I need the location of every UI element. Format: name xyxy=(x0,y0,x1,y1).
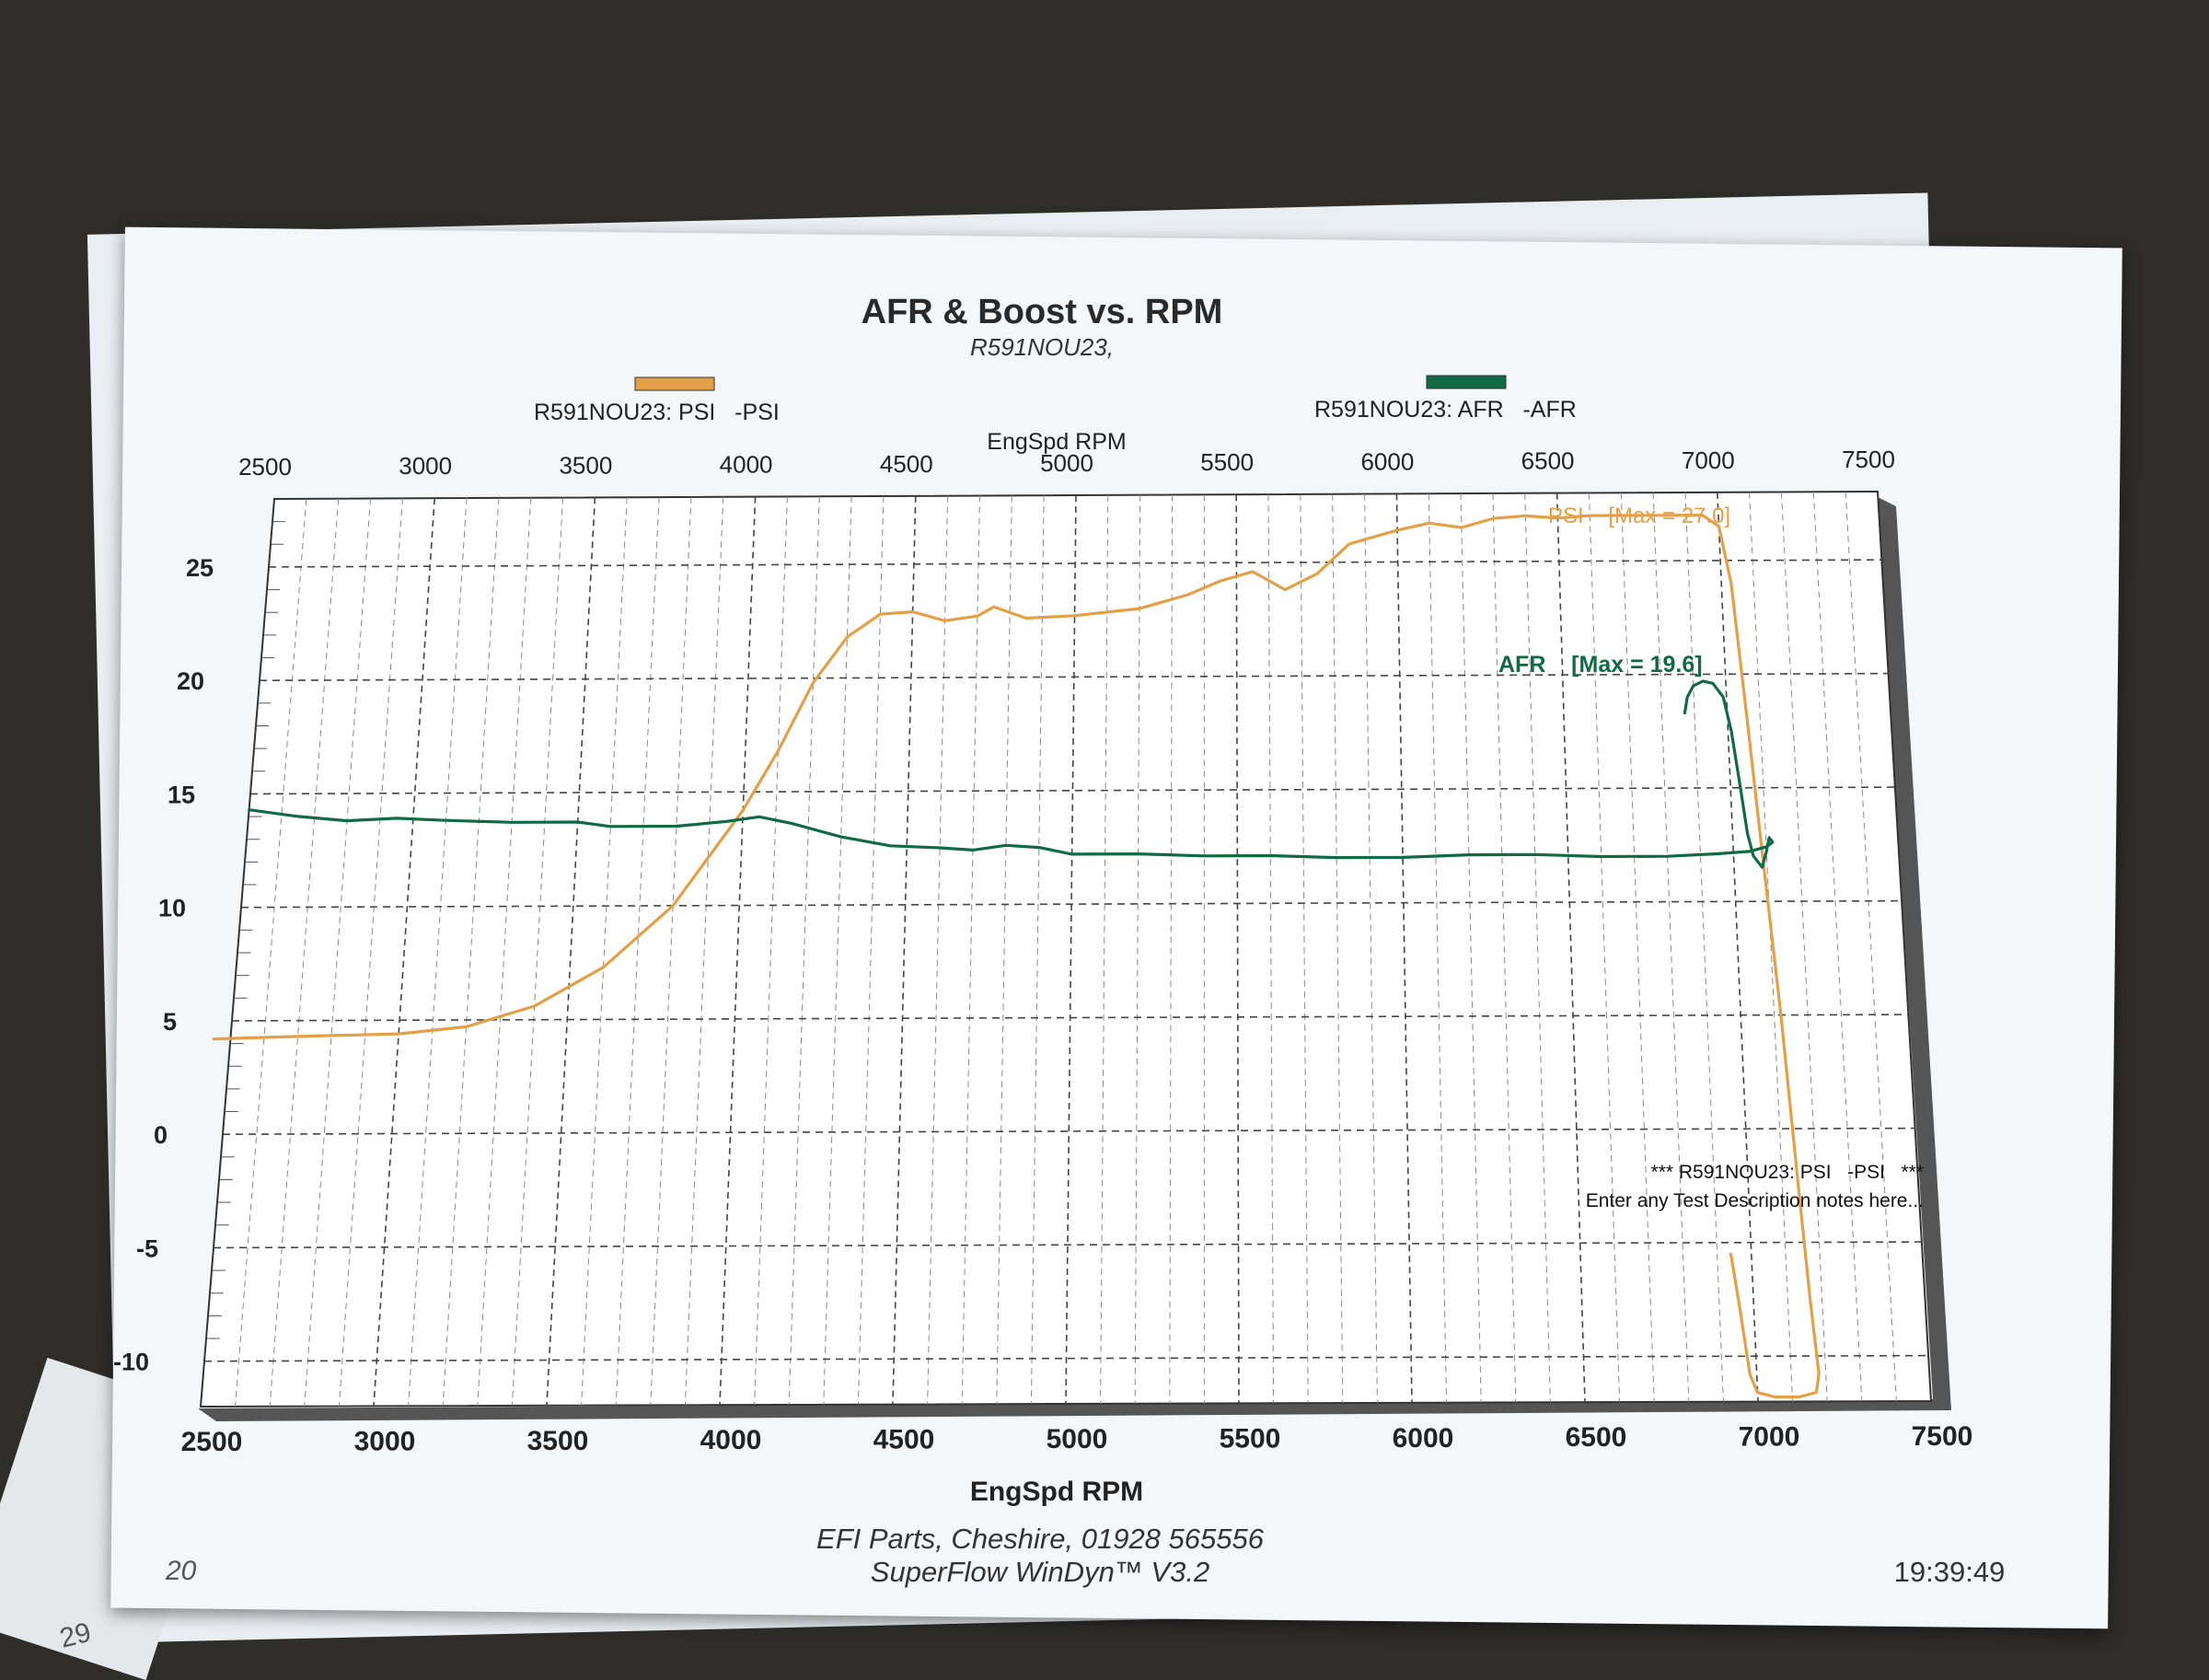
x-tick-label-bottom: 3500 xyxy=(527,1426,589,1456)
x-tick-label-bottom: 3000 xyxy=(354,1426,416,1456)
footer-software: SuperFlow WinDyn™ V3.2 xyxy=(871,1556,1209,1588)
y-tick-label: 20 xyxy=(177,667,204,695)
y-tick-label: -10 xyxy=(113,1349,149,1376)
psi-max-label: PSI [Max = 27.0] xyxy=(1548,504,1730,528)
x-tick-label-bottom: 5500 xyxy=(1220,1423,1281,1454)
legend-label-psi: R591NOU23: PSI -PSI xyxy=(534,400,780,425)
footer-company: EFI Parts, Cheshire, 01928 565556 xyxy=(816,1523,1265,1555)
y-tick-label: 15 xyxy=(168,781,195,808)
legend-swatch-psi xyxy=(635,377,714,390)
x-tick-label-top: 3500 xyxy=(559,451,612,479)
legend-label-afr: R591NOU23: AFR -AFR xyxy=(1314,397,1577,423)
x-tick-labels-top: 2500 3000 3500 4000 4500 5000 5500 6000 6500 7000… xyxy=(238,446,1895,481)
y-tick-label: -5 xyxy=(136,1234,158,1262)
x-tick-label-top: 6000 xyxy=(1360,447,1414,475)
x-tick-label-top: 6500 xyxy=(1521,447,1575,475)
y-tick-label: 0 xyxy=(154,1121,168,1149)
x-tick-label-bottom: 7000 xyxy=(1739,1422,1800,1453)
x-tick-label-top: 2500 xyxy=(238,453,292,481)
x-tick-labels-bottom: 2500 3000 3500 4000 4500 5000 5500 6000 6500 7000… xyxy=(181,1421,1973,1457)
afr-max-label: AFR [Max = 19.6] xyxy=(1498,652,1703,678)
notes-line-1: *** R591NOU23: PSI -PSI *** xyxy=(1651,1162,1924,1183)
chart-title: AFR & Boost vs. RPM xyxy=(862,293,1223,331)
x-tick-label-bottom: 5000 xyxy=(1047,1424,1108,1454)
x-tick-label-top: 7500 xyxy=(1842,446,1895,473)
x-tick-label-bottom: 2500 xyxy=(181,1427,243,1457)
x-tick-label-top: 7000 xyxy=(1682,446,1735,474)
x-axis-label: EngSpd RPM xyxy=(970,1477,1143,1507)
notes-line-2: Enter any Test Description notes here... xyxy=(1586,1190,1924,1211)
corner-fragment: 29 xyxy=(57,1617,94,1654)
x-tick-label-bottom: 4500 xyxy=(873,1425,935,1455)
x-tick-label-top: 3000 xyxy=(399,452,452,480)
x-tick-label-bottom: 4000 xyxy=(700,1425,762,1455)
footer-time: 19:39:49 xyxy=(1894,1556,2006,1588)
x-tick-label-top: 5500 xyxy=(1200,448,1254,476)
footer-left-fragment: 20 xyxy=(165,1556,197,1586)
x-tick-label-bottom: 6000 xyxy=(1393,1423,1454,1454)
x-tick-label-bottom: 7500 xyxy=(1912,1421,1973,1452)
x-tick-label-top: 4000 xyxy=(720,451,773,479)
x-tick-label-bottom: 6500 xyxy=(1566,1422,1627,1453)
x-tick-label-top: 4500 xyxy=(880,450,933,478)
y-tick-label: 5 xyxy=(163,1008,177,1036)
y-tick-labels: 25 20 15 10 5 0 -5 -10 xyxy=(113,554,214,1376)
chart-subtitle: R591NOU23, xyxy=(970,333,1114,361)
x-tick-label-top: 5000 xyxy=(1040,449,1093,477)
y-tick-label: 10 xyxy=(158,895,186,922)
y-tick-label: 25 xyxy=(186,554,214,582)
legend-swatch-afr xyxy=(1427,376,1506,388)
